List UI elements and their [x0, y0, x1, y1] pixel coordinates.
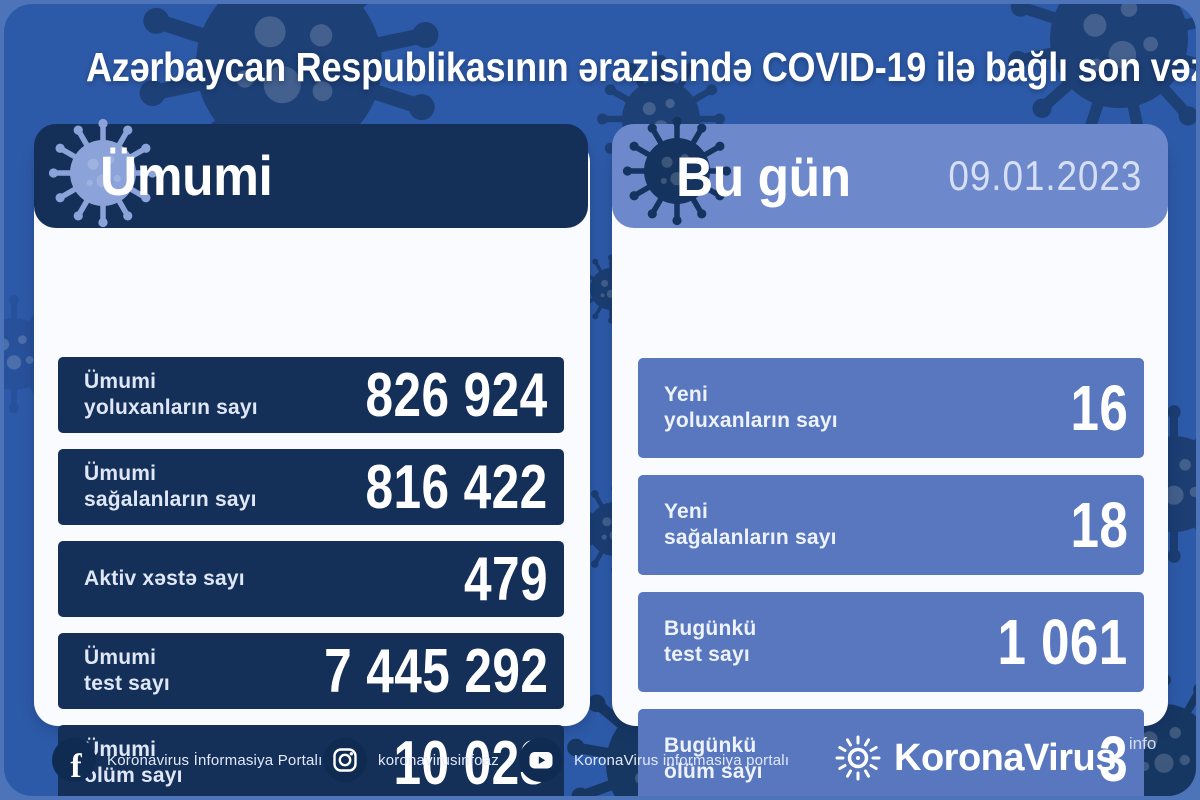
total-header-label: Ümumi — [100, 144, 273, 207]
stat-row-new-infected: Yeni yoluxanların sayı 16 — [638, 358, 1144, 458]
facebook-icon: f — [52, 738, 96, 782]
stat-label: Bugünkü test sayı — [664, 617, 757, 666]
stat-row-total-recovered: Ümumi sağalanların sayı 816 422 — [58, 449, 564, 525]
logo-suffix: info — [1128, 734, 1157, 753]
stat-value: 826 924 — [365, 360, 548, 430]
youtube-label: KoronaVirus informasiya portalı — [574, 751, 790, 769]
stat-value: 18 — [1070, 489, 1128, 561]
stat-value: 479 — [464, 544, 548, 614]
stat-label: Ümumi test sayı — [84, 646, 170, 695]
youtube-icon — [519, 738, 563, 782]
total-header: Ümumi — [34, 124, 588, 228]
stat-label: Ümumi sağalanların sayı — [84, 462, 257, 511]
stat-row-today-tests: Bugünkü test sayı 1 061 — [638, 592, 1144, 692]
stat-value: 16 — [1070, 372, 1128, 444]
instagram-link: koronavirusinfoaz — [323, 738, 499, 782]
stat-value: 7 445 292 — [323, 636, 548, 706]
stat-label: Aktiv xəstə sayı — [84, 567, 245, 591]
stat-label: Yeni yoluxanların sayı — [664, 383, 838, 432]
stat-row-total-tests: Ümumi test sayı 7 445 292 — [58, 633, 564, 709]
instagram-label: koronavirusinfoaz — [378, 751, 499, 769]
youtube-link: KoronaVirus informasiya portalı — [519, 738, 789, 782]
today-header: Bu gün 09.01.2023 — [612, 124, 1168, 228]
stat-row-total-infected: Ümumi yoluxanların sayı 826 924 — [58, 357, 564, 433]
stat-value: 816 422 — [365, 452, 548, 522]
date-label: 09.01.2023 — [948, 152, 1142, 199]
facebook-label: Koronavirus İnformasiya Portalı — [107, 751, 323, 769]
stat-value: 1 061 — [997, 606, 1128, 678]
stat-row-active-cases: Aktiv xəstə sayı 479 — [58, 541, 564, 617]
poster-card: Azərbaycan Respublikasının ərazisində CO… — [4, 4, 1196, 796]
logo-virus-icon — [835, 735, 881, 781]
stat-label: Yeni sağalanların sayı — [664, 500, 837, 549]
footer: f Koronavirus İnformasiya Portalı korona… — [4, 730, 1196, 796]
logo-text: KoronaVirus — [894, 737, 1116, 779]
stat-label: Ümumi yoluxanların sayı — [84, 370, 258, 419]
today-header-label: Bu gün — [676, 144, 851, 208]
instagram-icon — [323, 738, 367, 782]
stat-row-new-recovered: Yeni sağalanların sayı 18 — [638, 475, 1144, 575]
logo: KoronaVirus info — [832, 732, 1156, 784]
stat-label: Ümumi ölüm sayı — [84, 738, 183, 787]
page-title: Azərbaycan Respublikasının ərazisində CO… — [86, 44, 1196, 90]
facebook-link: f Koronavirus İnformasiya Portalı — [52, 738, 322, 782]
